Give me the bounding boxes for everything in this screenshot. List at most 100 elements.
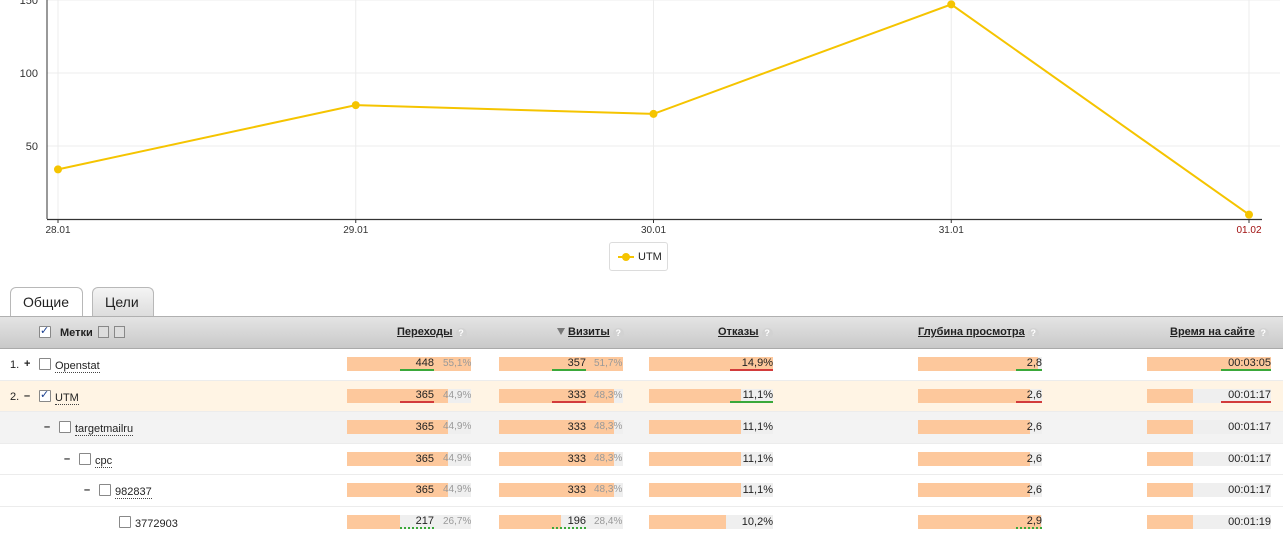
table-row[interactable]: – cpc 365 44,9% 333 48,3% 11,1% 2,6 00:0… [0,443,1283,475]
select-all-checkbox[interactable] [39,324,51,338]
header-visits[interactable]: Визиты? [557,326,624,339]
x-tick-label: 31.01 [939,225,964,236]
row-label-link[interactable]: 982837 [115,486,152,499]
table-row[interactable]: 2. – UTM 365 44,9% 333 48,3% 11,1% 2,6 0… [0,380,1283,412]
header-visits-text: Визиты [568,326,610,338]
row-checkbox[interactable] [39,388,51,402]
depth-bar [918,514,1042,529]
header-time[interactable]: Время на сайте? [1170,326,1269,339]
row-checkbox[interactable] [99,484,111,496]
bounces-bar [649,451,773,466]
header-time-text: Время на сайте [1170,326,1255,338]
bar-fill [347,451,449,466]
visits-value: 333 [567,484,586,496]
collapse-toggle[interactable]: – [24,389,31,402]
tab-goals[interactable]: Цели [92,287,154,317]
chart-canvas: 50 100 150 28.01 29.01 30.01 31.01 01.02 [20,0,1280,236]
transitions-value: 365 [415,484,434,496]
bar-fill [1147,420,1193,434]
table-row[interactable]: 1. + Openstat 448 55,1% 357 51,7% 14,9% … [0,349,1283,381]
header-transitions-text: Переходы [397,326,453,338]
sort-desc-icon [557,328,565,335]
transitions-percent: 55,1% [443,358,472,369]
transitions-percent: 44,9% [443,484,472,495]
help-icon[interactable]: ? [761,328,773,339]
list-view-icon[interactable] [113,326,125,338]
data-point [649,109,658,118]
visits-line-chart: 50 100 150 28.01 29.01 30.01 31.01 01.02 [0,0,1283,240]
bounces-bar [649,388,773,403]
bounces-bar [649,420,773,434]
row-checkbox[interactable] [119,515,131,528]
transitions-value: 365 [415,421,434,433]
transitions-value: 448 [400,358,434,371]
collapse-toggle[interactable]: – [84,484,91,496]
bar-fill [649,483,741,497]
table-header: Метки Переходы? Визиты? Отказы? Глубина … [0,316,1283,349]
depth-value: 2,9 [1016,515,1042,529]
bar-fill [499,514,561,529]
bar-fill [499,451,615,466]
header-depth[interactable]: Глубина просмотра? [918,326,1039,339]
time-bar [1147,420,1271,434]
table-row[interactable]: – 982837 365 44,9% 333 48,3% 11,1% 2,6 0… [0,475,1283,507]
header-depth-text: Глубина просмотра [918,326,1025,338]
time-value: 00:01:17 [1228,452,1271,465]
collapse-toggle[interactable]: – [44,421,51,433]
transitions-value: 365 [400,389,434,403]
row-checkbox[interactable] [39,358,51,370]
help-icon[interactable]: ? [612,328,624,339]
filter-icon[interactable] [97,326,109,338]
row-label-link[interactable]: Openstat [55,360,100,373]
table-row[interactable]: – targetmailru 365 44,9% 333 48,3% 11,1%… [0,412,1283,444]
time-value: 00:01:19 [1228,515,1271,528]
help-icon[interactable]: ? [1027,328,1039,339]
data-point [54,165,62,174]
visits-percent: 48,3% [594,484,623,495]
bar-fill [347,388,449,403]
row-label-link[interactable]: targetmailru [75,423,134,436]
row-checkbox[interactable] [59,421,71,433]
bounces-bar [649,514,773,529]
header-bounces-text: Отказы [718,326,759,338]
bounces-value: 14,9% [730,358,773,371]
bounces-bar [649,483,773,497]
transitions-value: 365 [415,452,434,465]
expand-toggle[interactable]: + [24,358,31,370]
help-icon[interactable]: ? [1257,328,1269,339]
time-value: 00:03:05 [1221,358,1271,371]
time-bar [1147,388,1271,403]
data-point [1245,210,1253,219]
bar-fill [918,483,1030,497]
bar-fill [1147,357,1271,371]
header-bounces[interactable]: Отказы? [718,326,773,339]
bar-fill [1147,514,1193,529]
row-checkbox[interactable] [79,452,91,465]
row-label-link[interactable]: cpc [95,454,113,468]
depth-value: 2,8 [1016,358,1042,371]
y-tick-label: 150 [20,0,38,7]
depth-value: 2,6 [1026,421,1042,433]
visits-bar [499,483,623,497]
time-bar [1147,357,1271,371]
y-tick-label: 50 [26,141,38,153]
depth-bar [918,388,1042,403]
depth-bar [918,451,1042,466]
time-value: 00:01:17 [1221,389,1271,403]
bar-fill [918,388,1030,403]
bar-fill [649,420,741,434]
data-point [351,101,360,110]
visits-percent: 51,7% [594,358,623,369]
depth-value: 2,6 [1016,389,1042,403]
chart-legend[interactable]: UTM [609,242,668,271]
visits-bar [499,388,623,403]
help-icon[interactable]: ? [455,328,467,339]
header-transitions[interactable]: Переходы? [397,326,467,339]
bar-fill [649,388,741,403]
table-row[interactable]: 3772903 217 26,7% 196 28,4% 10,2% 2,9 00… [0,506,1283,536]
tab-general[interactable]: Общие [10,287,83,318]
row-label-link[interactable]: UTM [55,391,79,405]
bar-fill [649,514,726,529]
bar-fill [1147,388,1193,403]
collapse-toggle[interactable]: – [64,452,71,465]
